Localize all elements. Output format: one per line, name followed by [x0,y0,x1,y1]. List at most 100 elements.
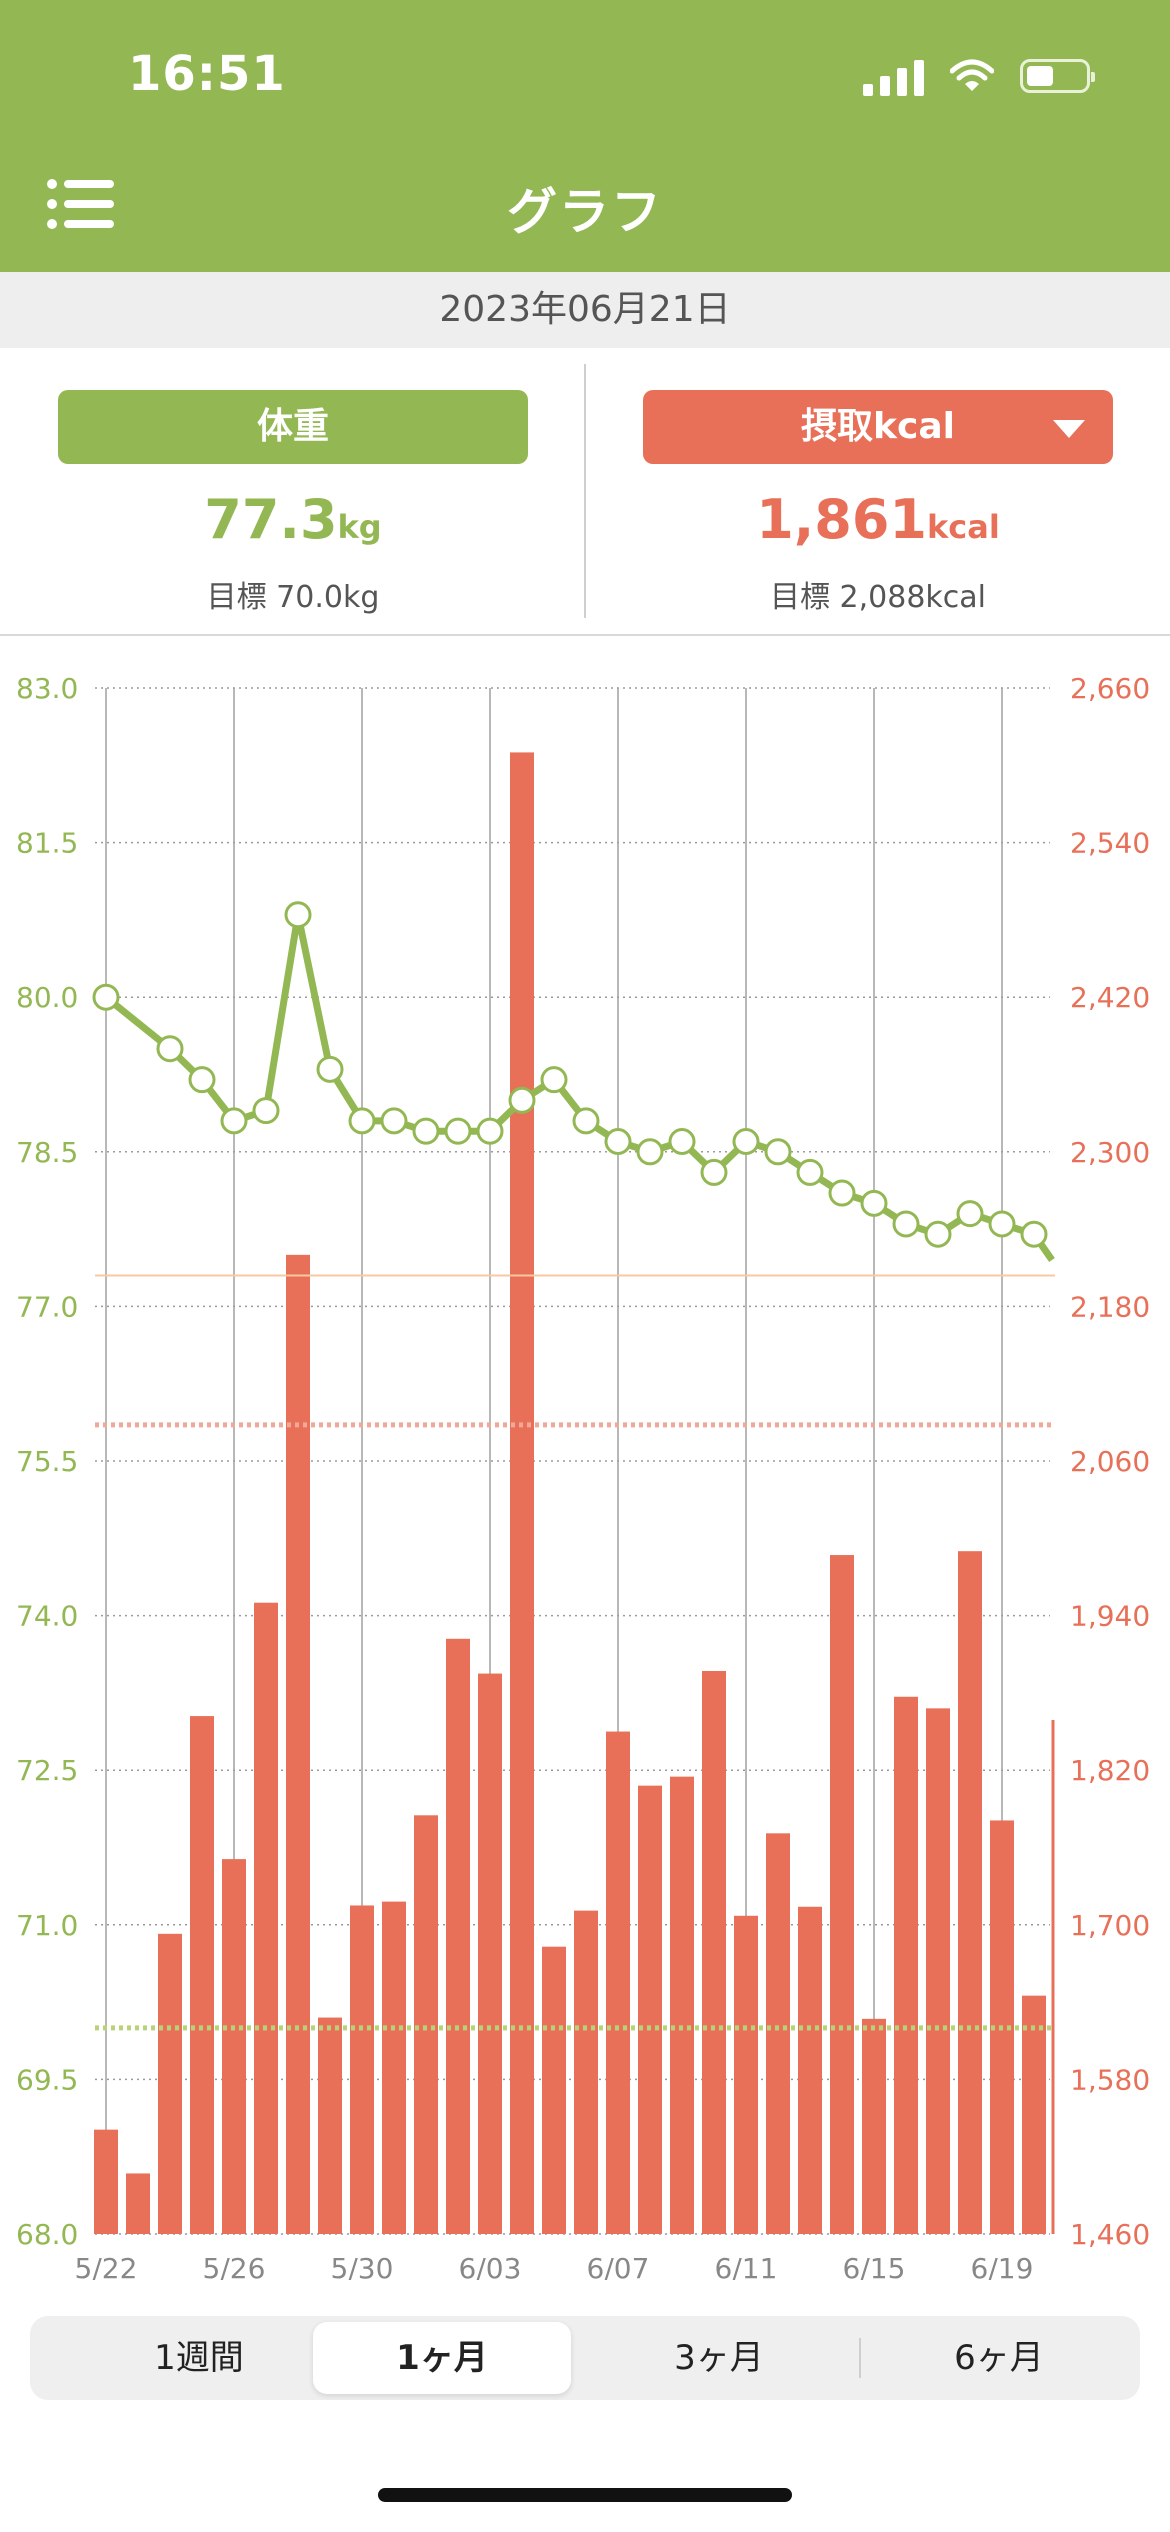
left-axis-tick-label: 72.5 [16,1754,78,1787]
kcal-value: 1,861 [756,488,927,551]
weight-point [508,1086,536,1114]
kcal-bar [158,1933,182,2234]
kcal-target: 目標 2,088kcal [769,580,986,615]
page-title: グラフ [507,183,663,241]
right-axis-tick-label: 2,300 [1070,1136,1150,1169]
x-axis-tick-label: 5/30 [331,2252,394,2280]
weight-point [604,1127,632,1155]
segment-divider [859,2338,861,2378]
x-axis-tick-label: 6/15 [843,2252,906,2280]
weight-point [188,1066,216,1094]
kcal-bar [862,2018,886,2234]
weight-pill[interactable]: 体重 [58,390,528,464]
right-axis-tick-label: 2,180 [1070,1290,1150,1323]
kcal-pill-label: 摂取kcal [801,406,955,447]
wifi-icon [950,59,994,91]
kcal-bar [574,1910,598,2234]
right-axis-tick-label: 1,820 [1070,1754,1150,1787]
x-axis-tick-label: 5/26 [203,2252,266,2280]
cellular-signal-icon [863,56,924,96]
right-axis-tick-label: 2,540 [1070,827,1150,860]
kcal-bar [606,1731,630,2234]
weight-current-value: 77.3kg [58,488,528,551]
weight-point [764,1138,792,1166]
kcal-bar [734,1915,758,2234]
right-axis-tick-label: 1,580 [1070,2063,1150,2096]
status-icons [863,56,1095,96]
kcal-bar [382,1901,406,2234]
left-axis-tick-label: 75.5 [16,1445,78,1478]
tab-6-months[interactable]: 6ヶ月 [954,2338,1044,2378]
weight-point [316,1055,344,1083]
x-axis-tick-label: 6/07 [587,2252,650,2280]
right-axis-tick-label: 1,940 [1070,1600,1150,1633]
kcal-bar [414,1815,438,2234]
left-axis-tick-label: 68.0 [16,2218,78,2251]
summary-divider [584,364,586,618]
weight-point [956,1200,984,1228]
weight-point [156,1035,184,1063]
caret-down-icon [1053,420,1085,438]
kcal-bar [190,1716,214,2234]
left-axis-tick-label: 71.0 [16,1909,78,1942]
kcal-current-value: 1,861kcal [643,488,1113,551]
x-axis-tick-label: 6/19 [971,2252,1034,2280]
kcal-bar [318,2017,342,2234]
tab-1-month[interactable]: 1ヶ月 [313,2322,571,2394]
x-axis-tick-label: 6/03 [459,2252,522,2280]
summary-panel: 体重 77.3kg 目標 70.0kg 摂取kcal 1,861kcal 目標 … [0,348,1170,636]
left-axis-tick-label: 83.0 [16,672,78,705]
kcal-unit: kcal [927,508,1000,546]
period-segmented-control: 1週間 1ヶ月 3ヶ月 6ヶ月 [30,2316,1140,2400]
weight-point [380,1107,408,1135]
right-axis-tick-label: 2,660 [1070,672,1150,705]
weight-point [572,1107,600,1135]
right-axis-tick-label: 1,700 [1070,1909,1150,1942]
weight-point [540,1066,568,1094]
kcal-bar [286,1254,310,2234]
weight-line [103,911,1055,1263]
kcal-bar [702,1670,726,2234]
left-axis-tick-label: 69.5 [16,2063,78,2096]
left-axis-tick-label: 74.0 [16,1600,78,1633]
x-axis-tick-label: 6/11 [715,2252,778,2280]
left-axis-tick-label: 80.0 [16,981,78,1014]
weight-point [892,1210,920,1238]
weight-point [252,1097,280,1125]
kcal-bar [126,2173,150,2234]
right-axis-tick-label: 2,420 [1070,981,1150,1014]
weight-point [860,1189,888,1217]
home-indicator [378,2488,792,2502]
kcal-metric-dropdown[interactable]: 摂取kcal [643,390,1113,464]
weight-point [220,1107,248,1135]
weight-point [284,901,312,929]
kcal-bar [638,1785,662,2234]
right-axis-tick-label: 2,060 [1070,1445,1150,1478]
kcal-bar [254,1602,278,2234]
left-axis-tick-label: 78.5 [16,1136,78,1169]
right-axis-tick-label: 1,460 [1070,2218,1150,2251]
kcal-bar [446,1638,470,2234]
weight-point [924,1220,952,1248]
date-bar: 2023年06月21日 [0,272,1170,348]
tab-3-months[interactable]: 3ヶ月 [674,2338,764,2378]
kcal-bar [222,1859,246,2234]
kcal-bar [926,1708,950,2234]
weight-point [92,983,120,1011]
weight-kcal-chart[interactable]: 83.0 81.5 80.0 78.5 77.0 75.5 74.0 72.5 71.0 69.5… [0,640,1170,2280]
kcal-bar [830,1555,854,2234]
weight-point [476,1117,504,1145]
weight-point [1020,1220,1048,1248]
weight-point [732,1127,760,1155]
tab-1-week[interactable]: 1週間 [154,2338,244,2378]
battery-icon [1020,59,1095,93]
weight-point [636,1138,664,1166]
kcal-bar [894,1696,918,2234]
kcal-bar [798,1906,822,2234]
x-axis-tick-label: 5/22 [75,2252,138,2280]
kcal-bar [542,1946,566,2234]
weight-point [412,1117,440,1145]
menu-list-icon[interactable] [46,176,116,232]
left-axis-tick-label: 77.0 [16,1290,78,1323]
status-time: 16:51 [128,46,286,102]
